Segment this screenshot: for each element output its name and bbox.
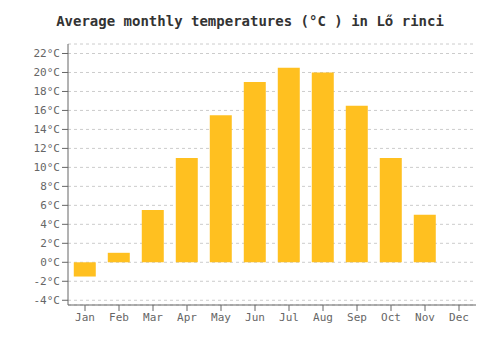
- svg-text:Dec: Dec: [449, 311, 469, 324]
- svg-text:Apr: Apr: [177, 311, 197, 324]
- svg-text:Jan: Jan: [75, 311, 95, 324]
- svg-text:Sep: Sep: [347, 311, 367, 324]
- svg-text:16°C: 16°C: [34, 104, 61, 117]
- svg-text:8°C: 8°C: [40, 180, 60, 193]
- svg-text:May: May: [211, 311, 231, 324]
- svg-text:Jun: Jun: [245, 311, 265, 324]
- svg-text:4°C: 4°C: [40, 218, 60, 231]
- html-text:Average monthly temperatures (: Average monthly temperatures (°C ) in Lő…: [56, 13, 444, 29]
- svg-text:14°C: 14°C: [34, 123, 61, 136]
- svg-text:0°C: 0°C: [40, 256, 60, 269]
- svg-text:20°C: 20°C: [34, 66, 61, 79]
- svg-text:22°C: 22°C: [34, 47, 61, 60]
- svg-text:10°C: 10°C: [34, 161, 61, 174]
- svg-text:-2°C: -2°C: [34, 275, 61, 288]
- svg-text:Oct: Oct: [381, 311, 401, 324]
- svg-text:Jul: Jul: [279, 311, 299, 324]
- svg-text:6°C: 6°C: [40, 199, 60, 212]
- svg-text:Mar: Mar: [143, 311, 163, 324]
- svg-text:Feb: Feb: [109, 311, 129, 324]
- svg-text:Aug: Aug: [313, 311, 333, 324]
- svg-text:2°C: 2°C: [40, 237, 60, 250]
- svg-text:12°C: 12°C: [34, 142, 61, 155]
- svg-text:Nov: Nov: [415, 311, 435, 324]
- svg-text:-4°C: -4°C: [34, 294, 61, 307]
- svg-text:18°C: 18°C: [34, 85, 61, 98]
